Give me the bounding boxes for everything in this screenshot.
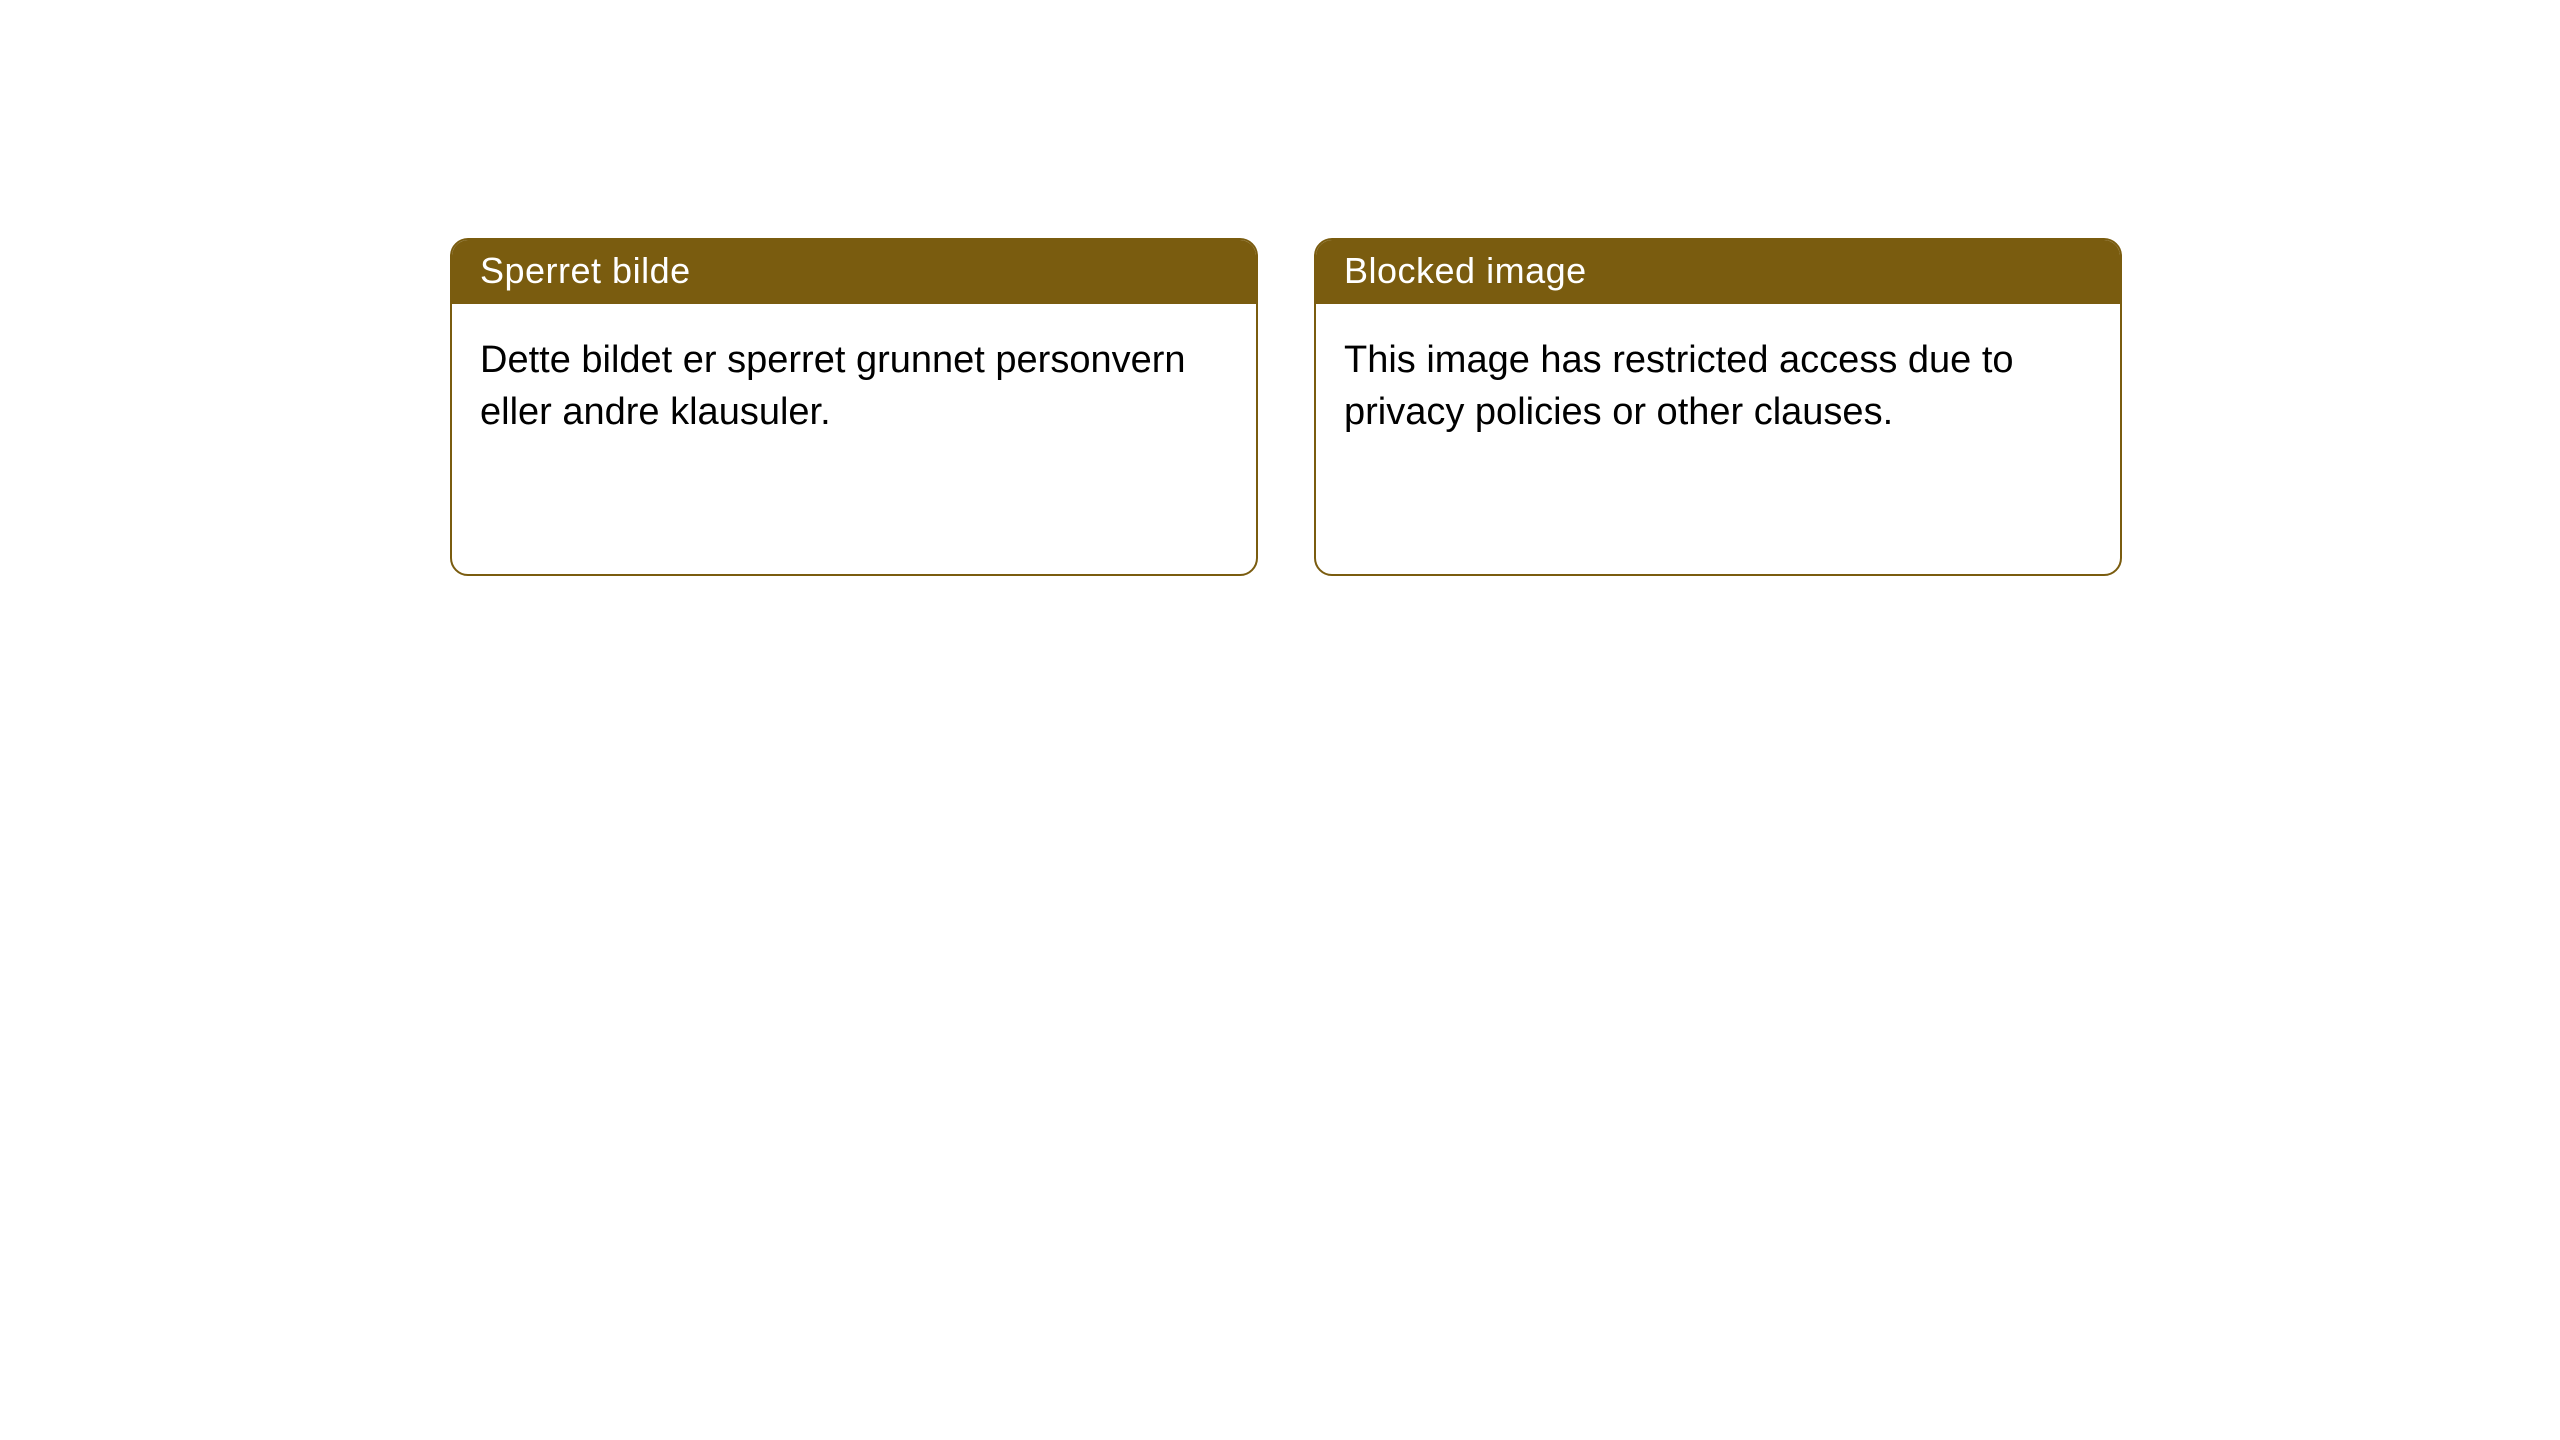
- card-norwegian: Sperret bilde Dette bildet er sperret gr…: [450, 238, 1258, 576]
- card-body-english: This image has restricted access due to …: [1316, 304, 2120, 468]
- card-header-norwegian: Sperret bilde: [452, 240, 1256, 304]
- card-english: Blocked image This image has restricted …: [1314, 238, 2122, 576]
- card-header-english: Blocked image: [1316, 240, 2120, 304]
- cards-container: Sperret bilde Dette bildet er sperret gr…: [450, 238, 2122, 576]
- card-body-norwegian: Dette bildet er sperret grunnet personve…: [452, 304, 1256, 468]
